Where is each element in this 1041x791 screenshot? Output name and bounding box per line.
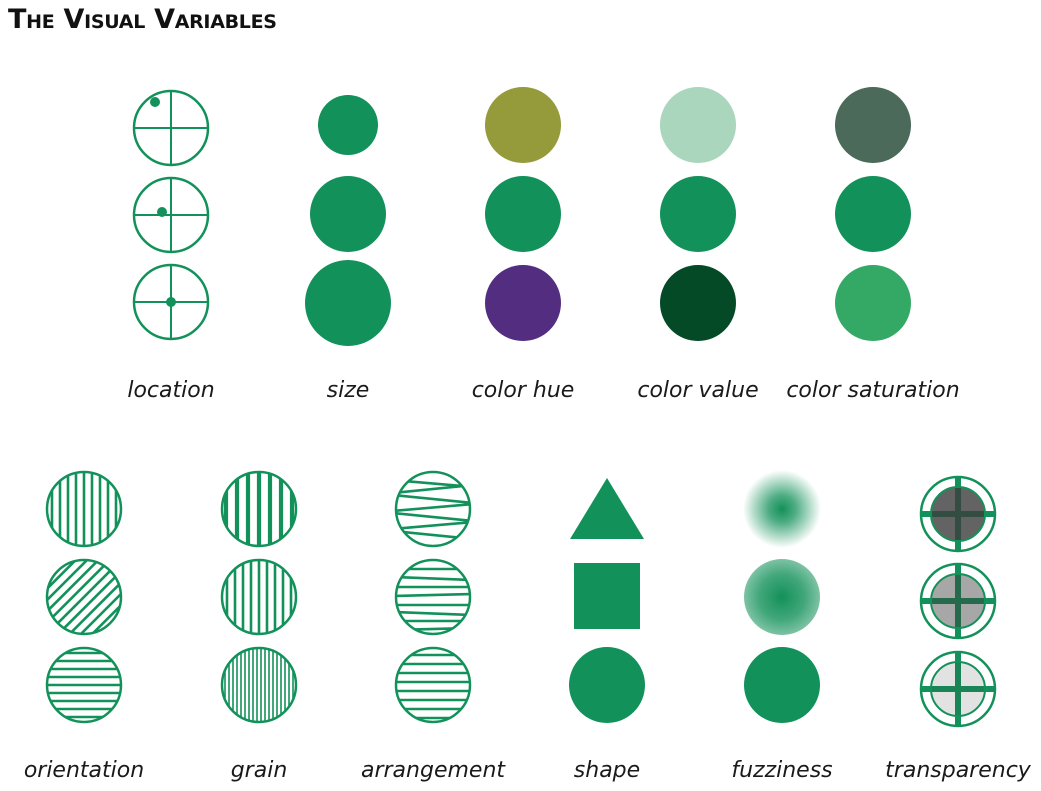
location-symbol-1 (121, 78, 221, 178)
arrangement-skewed (383, 547, 483, 647)
shape-square (557, 546, 657, 646)
color-value-dark (648, 253, 748, 353)
location-symbol-2 (121, 165, 221, 265)
location-symbol-3 (121, 252, 221, 352)
transparency-medium (908, 551, 1008, 651)
fuzziness-none (732, 635, 832, 735)
label-color-value: color value (637, 378, 759, 403)
orientation-horizontal (34, 635, 134, 735)
page-title: The Visual Variables (8, 4, 277, 35)
size-symbol-small (298, 75, 398, 175)
size-symbol-medium (298, 164, 398, 264)
shape-circle (557, 635, 657, 735)
fuzziness-high (732, 459, 832, 559)
label-orientation: orientation (23, 758, 145, 783)
transparency-low (908, 464, 1008, 564)
label-size: size (326, 378, 370, 403)
grain-coarse (209, 459, 309, 559)
label-location: location (127, 378, 215, 403)
label-color-saturation: color saturation (786, 378, 960, 403)
color-hue-olive (473, 75, 573, 175)
color-value-light (648, 75, 748, 175)
size-symbol-large (298, 253, 398, 353)
color-hue-purple (473, 253, 573, 353)
transparency-high (908, 639, 1008, 739)
color-saturation-low (823, 75, 923, 175)
arrangement-regular (383, 635, 483, 735)
label-arrangement: arrangement (360, 758, 506, 783)
color-hue-green (473, 164, 573, 264)
orientation-diagonal (34, 547, 134, 647)
color-saturation-medium (823, 164, 923, 264)
grain-fine (209, 635, 309, 735)
grain-medium (209, 547, 309, 647)
label-color-hue: color hue (471, 378, 575, 403)
shape-triangle (557, 459, 657, 559)
label-shape: shape (573, 758, 641, 783)
color-saturation-high (823, 253, 923, 353)
label-grain: grain (230, 758, 288, 783)
color-value-medium (648, 164, 748, 264)
label-transparency: transparency (885, 758, 1031, 783)
fuzziness-medium (732, 547, 832, 647)
label-fuzziness: fuzziness (731, 758, 833, 783)
orientation-vertical (34, 459, 134, 559)
arrangement-zigzag (383, 459, 483, 559)
